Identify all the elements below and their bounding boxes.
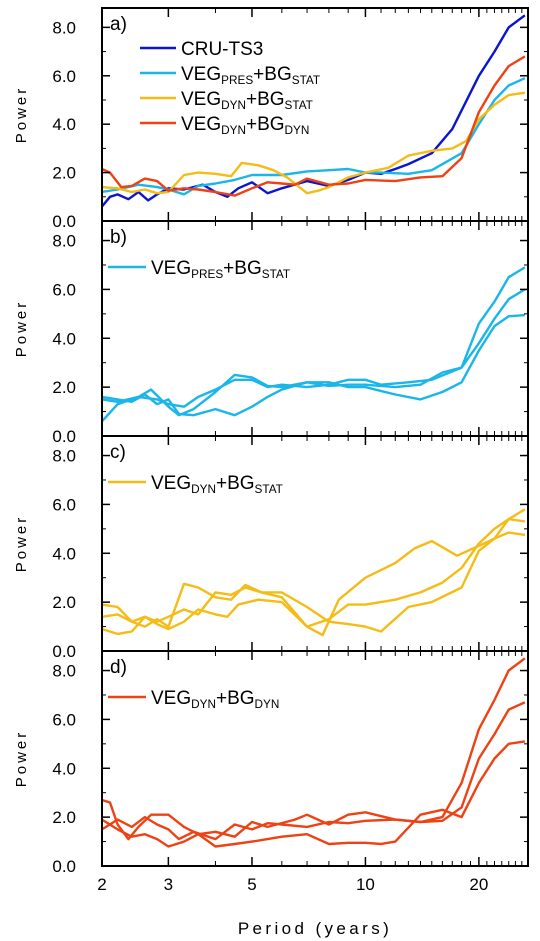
y-tick-label: 0.0 (52, 642, 76, 661)
panel-a: 0.0 2.0 4.0 6.0 8.0 Power a) CRU-TS3 VEGPRES+BGS… (13, 7, 529, 231)
plot-frame (101, 650, 529, 867)
series-line-3 (102, 740, 526, 848)
y-tick-label: 0.0 (52, 427, 76, 446)
y-tick-label: 0.0 (52, 212, 76, 231)
panel-c: 0.0 2.0 4.0 6.0 8.0 Power c) VEGDYN+BGSTAT (13, 435, 529, 661)
x-tick-label: 3 (164, 875, 173, 894)
legend-label: VEGPRES+BGSTAT (151, 258, 290, 281)
legend-label: VEGDYN+BGSTAT (151, 473, 283, 496)
bottom-axis: Period (years) (238, 919, 392, 938)
y-axis-title: Power (13, 730, 30, 788)
series-line-2 (102, 508, 526, 633)
panel-label: b) (110, 227, 127, 248)
y-axis-title: Power (13, 300, 30, 358)
legend-label: VEGDYN+BGDYN (151, 688, 279, 711)
series-line-3 (102, 531, 526, 637)
y-tick-label: 2.0 (52, 378, 76, 397)
series-line-2 (102, 77, 526, 196)
y-tick-label: 4.0 (52, 115, 76, 134)
series-line-1 (102, 14, 526, 208)
series-line-3 (102, 91, 526, 195)
y-tick-label: 6.0 (52, 67, 76, 86)
legend-label: VEGDYN+BGDYN (181, 114, 309, 137)
panel-b: 0.0 2.0 4.0 6.0 8.0 Power b) VEGPRES+BGSTAT (13, 220, 529, 446)
y-tick-label: 2.0 (52, 593, 76, 612)
x-tick-label: 20 (469, 875, 488, 894)
series-line-3 (102, 288, 526, 417)
panel-label: a) (110, 14, 127, 35)
x-tick-label: 2 (97, 875, 106, 894)
panel-label: d) (110, 657, 127, 678)
y-axis-title: Power (13, 515, 30, 573)
x-axis-title: Period (years) (238, 919, 392, 938)
y-tick-label: 4.0 (52, 329, 76, 348)
y-axis-title: Power (13, 86, 30, 144)
panels: 0.0 2.0 4.0 6.0 8.0 Power a) CRU-TS3 VEGPRES+BGS… (13, 7, 529, 894)
y-tick-label: 6.0 (52, 280, 76, 299)
x-tick-label: 10 (356, 875, 375, 894)
y-tick-label: 4.0 (52, 759, 76, 778)
y-tick-label: 8.0 (52, 18, 76, 37)
panel-label: c) (110, 442, 126, 463)
y-tick-label: 8.0 (52, 232, 76, 251)
y-tick-label: 4.0 (52, 544, 76, 563)
series-line-1 (102, 517, 526, 628)
legend-label: VEGDYN+BGSTAT (181, 89, 313, 112)
panel-d: 0.0 2.0 4.0 6.0 8.0 Power d) VEGDYN+BGDYN 2 3 5 10 2… (13, 650, 529, 894)
series-line-2 (102, 701, 526, 841)
y-tick-label: 6.0 (52, 710, 76, 729)
legend-label: VEGPRES+BGSTAT (181, 64, 320, 87)
series-line-4 (102, 55, 526, 197)
y-tick-label: 8.0 (52, 447, 76, 466)
series-line-2 (102, 266, 526, 408)
x-tick-label: 5 (247, 875, 256, 894)
y-tick-label: 8.0 (52, 662, 76, 681)
y-tick-label: 6.0 (52, 495, 76, 514)
y-tick-label: 0.0 (52, 857, 76, 876)
y-tick-label: 2.0 (52, 164, 76, 183)
y-tick-label: 2.0 (52, 808, 76, 827)
series-line-1 (102, 657, 526, 841)
legend-label: CRU-TS3 (181, 39, 263, 60)
